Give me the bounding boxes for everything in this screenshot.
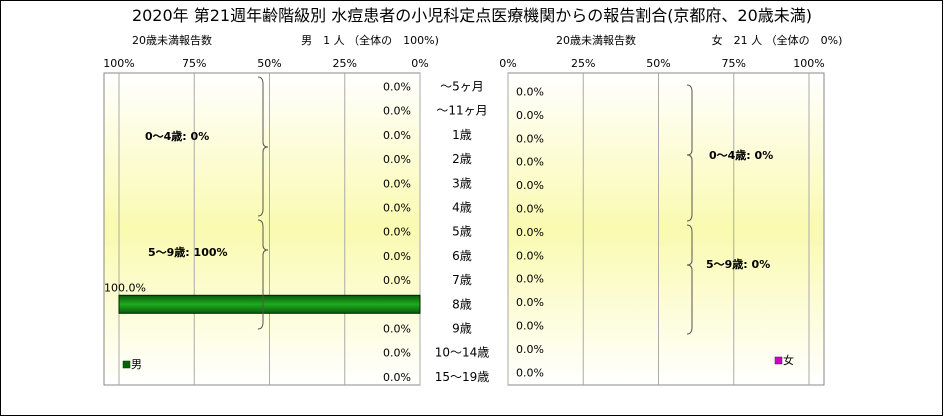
left-subtitle-male-total: 男 1 人 （全体の 100%)	[301, 33, 439, 47]
left-panel-male: 100% 75% 50% 25% 0% 0.0%0.0%0.0%0.0%0.0%0.0%…	[103, 57, 429, 386]
right-x-tick-label: 0%	[499, 57, 516, 70]
right-value-label: 0.0%	[516, 343, 544, 356]
age-category-label: 15～19歳	[435, 370, 490, 384]
age-category-label: 7歳	[452, 273, 472, 287]
right-value-label: 0.0%	[516, 273, 544, 286]
left-value-label: 0.0%	[383, 226, 411, 239]
right-brace-5-9	[686, 224, 693, 335]
right-panel-female: 0% 25% 50% 75% 100% 0.0%0.0%0.0%0.0%0.0%0.0%…	[499, 57, 825, 386]
left-bar	[118, 294, 421, 314]
right-gridlines	[507, 73, 810, 385]
age-category-label: 10～14歳	[435, 346, 490, 360]
chart-title: 2020年 第21週年齢階級別 水痘患者の小児科定点医療機関からの報告割合(京都…	[132, 6, 812, 25]
right-value-label: 0.0%	[516, 179, 544, 192]
right-brace-0-4	[686, 84, 693, 222]
left-x-tick-label: 25%	[333, 57, 357, 70]
right-value-label: 0.0%	[516, 226, 544, 239]
right-value-label: 0.0%	[516, 296, 544, 309]
right-value-label: 0.0%	[516, 366, 544, 379]
right-x-axis-ticks: 0% 25% 50% 75% 100%	[499, 57, 824, 70]
left-value-label: 0.0%	[383, 250, 411, 263]
age-category-label: 9歳	[452, 322, 472, 336]
right-subtitle-count-label: 20歳未満報告数	[556, 34, 636, 47]
left-plot-area	[103, 72, 421, 386]
left-x-tick-label: 0%	[411, 57, 428, 70]
left-gridlines	[118, 73, 421, 385]
left-group-label-5-9: 5～9歳: 100%	[148, 245, 228, 259]
left-value-label: 0.0%	[383, 177, 411, 190]
left-group-label-0-4: 0～4歳: 0%	[145, 129, 209, 143]
age-category-label: ～11ヶ月	[436, 104, 487, 118]
left-value-label: 0.0%	[383, 347, 411, 360]
age-category-labels: ～5ヶ月 ～11ヶ月 1歳 2歳 3歳 4歳 5歳 6歳 7歳 8歳 9歳 10～14歳 15～19歳	[435, 80, 490, 384]
right-value-labels: 0.0% 0.0% 0.0% 0.0% 0.0% 0.0% 0.0% 0.0% 0.0% 0.0%…	[516, 86, 544, 380]
left-value-label: 0.0%	[383, 81, 411, 94]
left-value-label: 0.0%	[383, 371, 411, 384]
right-subtitle-female-total: 女 21 人 （全体の 0%)	[712, 33, 843, 47]
left-brace-0-4	[257, 76, 269, 217]
age-category-label: 3歳	[452, 176, 472, 190]
age-category-label: ～5ヶ月	[440, 80, 484, 94]
left-value-label: 0.0%	[383, 323, 411, 336]
right-x-tick-label: 75%	[722, 57, 746, 70]
left-bars	[118, 294, 421, 314]
right-plot-area	[507, 72, 825, 386]
left-x-axis-ticks: 100% 75% 50% 25% 0%	[103, 57, 428, 70]
right-legend-label: 女	[783, 353, 794, 367]
age-category-label: 4歳	[452, 201, 472, 215]
right-legend-swatch	[774, 356, 783, 365]
age-category-label: 5歳	[452, 225, 472, 239]
right-value-label: 0.0%	[516, 249, 544, 262]
right-x-tick-label: 50%	[646, 57, 670, 70]
right-value-label: 0.0%	[516, 86, 544, 99]
left-legend-label: 男	[131, 358, 142, 371]
age-category-label: 8歳	[452, 297, 472, 311]
right-value-label: 0.0%	[516, 156, 544, 169]
right-x-tick-label: 100%	[793, 57, 824, 70]
left-brace-5-9	[257, 219, 269, 330]
left-value-label: 0.0%	[383, 153, 411, 166]
right-x-tick-label: 25%	[571, 57, 595, 70]
right-value-label: 0.0%	[516, 109, 544, 122]
right-value-label: 0.0%	[516, 203, 544, 216]
right-group-label-0-4: 0～4歳: 0%	[709, 148, 773, 162]
left-x-tick-label: 75%	[182, 57, 206, 70]
age-category-label: 2歳	[452, 152, 472, 166]
right-value-label: 0.0%	[516, 132, 544, 145]
age-category-label: 1歳	[452, 128, 472, 142]
left-x-tick-label: 100%	[103, 57, 134, 70]
age-category-label: 6歳	[452, 249, 472, 263]
left-value-label: 100.0%	[104, 281, 146, 294]
left-value-label: 0.0%	[383, 202, 411, 215]
left-legend-swatch	[122, 360, 131, 369]
left-value-label: 0.0%	[383, 129, 411, 142]
left-x-tick-label: 50%	[257, 57, 281, 70]
left-value-label: 0.0%	[383, 105, 411, 118]
right-value-label: 0.0%	[516, 320, 544, 333]
left-subtitle-count-label: 20歳未満報告数	[132, 34, 212, 47]
left-value-labels: 0.0% 0.0% 0.0% 0.0% 0.0% 0.0% 0.0% 0.0% 0.0% 100.…	[104, 81, 411, 384]
left-value-label: 0.0%	[383, 274, 411, 287]
right-group-label-5-9: 5～9歳: 0%	[706, 257, 770, 271]
